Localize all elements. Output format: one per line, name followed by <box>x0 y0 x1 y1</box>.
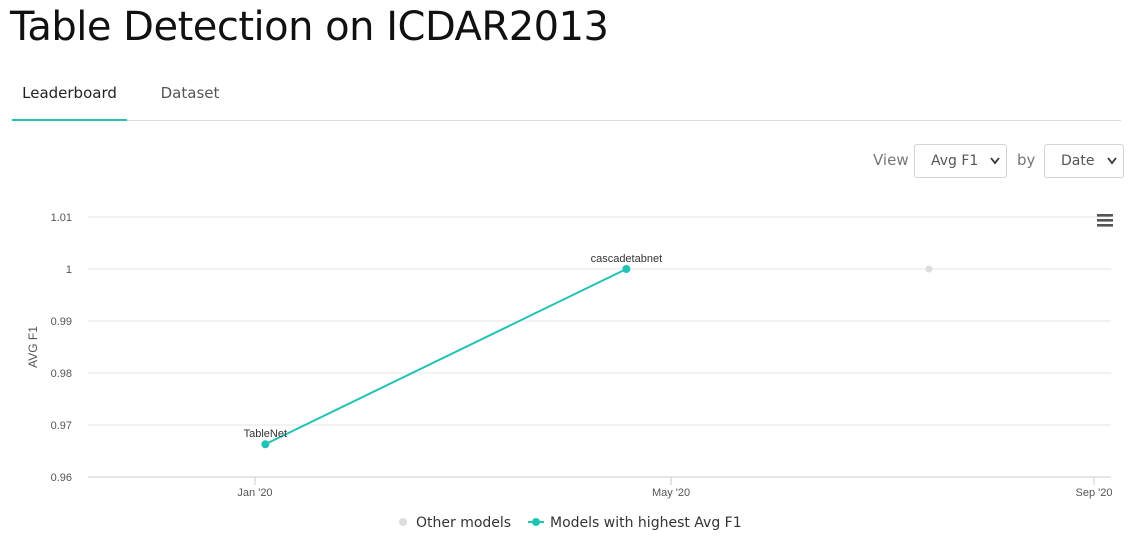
x-axis-select[interactable]: Date <box>1044 144 1124 178</box>
series-line <box>264 268 627 446</box>
y-tick-label: 1.01 <box>51 212 72 224</box>
x-tick-label: Jan '20 <box>237 487 272 499</box>
legend: Other models Models with highest Avg F1 <box>399 515 742 531</box>
by-label: by <box>1017 151 1036 169</box>
legend-label: Other models <box>416 515 511 531</box>
x-axis-select-value: Date <box>1061 153 1095 169</box>
data-point <box>261 440 270 449</box>
view-label: View <box>873 151 909 169</box>
tab-bar: Leaderboard Dataset <box>12 70 1121 121</box>
data-label: cascadetabnet <box>591 253 663 265</box>
grid <box>88 216 1111 478</box>
x-axis: Jan '20 May '20 Sep '20 <box>237 477 1112 499</box>
y-axis-label: AVG F1 <box>26 326 40 368</box>
x-tick-label: May '20 <box>652 487 690 499</box>
chart-menu-icon[interactable] <box>1097 214 1113 227</box>
data-label: TableNet <box>244 428 287 440</box>
legend-marker <box>399 518 407 526</box>
metric-select[interactable]: Avg F1 <box>914 144 1007 178</box>
y-tick-labels: 0.96 0.97 0.98 0.99 1 1.01 <box>51 212 72 484</box>
legend-label: Models with highest Avg F1 <box>550 515 742 531</box>
chevron-down-icon <box>1107 157 1117 165</box>
metric-select-value: Avg F1 <box>931 153 979 169</box>
data-point <box>622 265 631 273</box>
y-tick-label: 0.98 <box>51 368 72 380</box>
page-title: Table Detection on ICDAR2013 <box>10 4 609 50</box>
y-tick-label: 0.96 <box>51 472 72 484</box>
chevron-down-icon <box>990 157 1000 165</box>
series-layer: TableNet cascadetabnet <box>244 253 933 449</box>
chart: 0.96 0.97 0.98 0.99 1 1.01 Jan '20 May '20 Sep … <box>26 212 1113 531</box>
legend-marker <box>532 518 540 526</box>
y-tick-label: 0.97 <box>51 420 72 432</box>
tab-dataset[interactable]: Dataset <box>160 84 220 102</box>
data-point <box>925 265 933 273</box>
x-tick-label: Sep '20 <box>1076 487 1113 499</box>
tab-leaderboard[interactable]: Leaderboard <box>12 70 127 121</box>
y-tick-label: 1 <box>66 264 72 276</box>
y-tick-label: 0.99 <box>51 316 72 328</box>
